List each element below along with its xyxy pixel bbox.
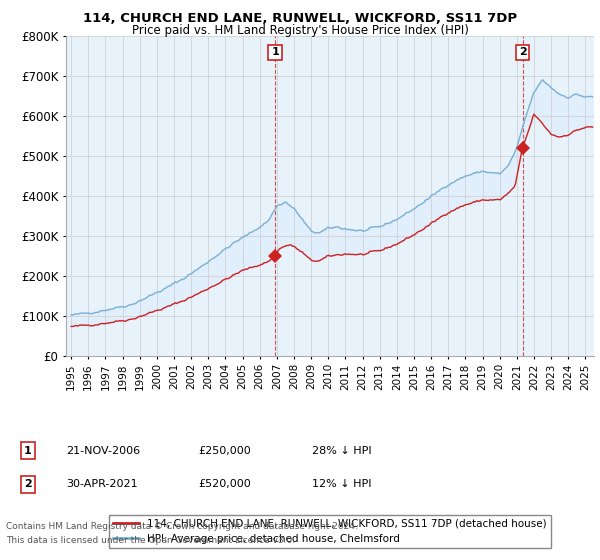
Text: 30-APR-2021: 30-APR-2021 <box>66 479 137 489</box>
Text: 21-NOV-2006: 21-NOV-2006 <box>66 446 140 456</box>
Text: 2: 2 <box>518 48 526 57</box>
Text: 12% ↓ HPI: 12% ↓ HPI <box>312 479 371 489</box>
Text: 1: 1 <box>24 446 32 456</box>
Text: 28% ↓ HPI: 28% ↓ HPI <box>312 446 371 456</box>
Text: £250,000: £250,000 <box>198 446 251 456</box>
Text: 2: 2 <box>24 479 32 489</box>
Text: Contains HM Land Registry data © Crown copyright and database right 2024.: Contains HM Land Registry data © Crown c… <box>6 522 358 531</box>
Text: 114, CHURCH END LANE, RUNWELL, WICKFORD, SS11 7DP: 114, CHURCH END LANE, RUNWELL, WICKFORD,… <box>83 12 517 25</box>
Text: 1: 1 <box>271 48 279 57</box>
Text: £520,000: £520,000 <box>198 479 251 489</box>
Text: Price paid vs. HM Land Registry's House Price Index (HPI): Price paid vs. HM Land Registry's House … <box>131 24 469 36</box>
Legend: 114, CHURCH END LANE, RUNWELL, WICKFORD, SS11 7DP (detached house), HPI: Average: 114, CHURCH END LANE, RUNWELL, WICKFORD,… <box>109 515 551 548</box>
Text: This data is licensed under the Open Government Licence v3.0.: This data is licensed under the Open Gov… <box>6 536 295 545</box>
